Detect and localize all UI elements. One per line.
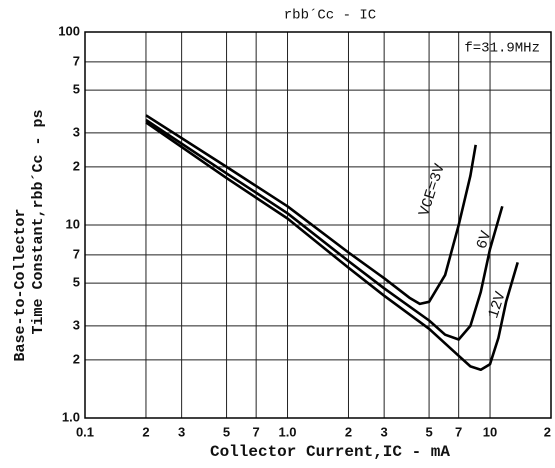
curve — [145, 114, 477, 306]
y-tick-label: 7 — [73, 246, 80, 261]
y-tick-label: 10 — [66, 216, 80, 231]
x-tick-label: 2 — [544, 424, 551, 439]
x-tick-label: 10 — [483, 424, 497, 439]
series-label: VCE=3V — [416, 162, 449, 219]
plot-frame — [84, 31, 552, 419]
y-tick-label: 7 — [73, 53, 80, 68]
x-tick-label: 3 — [178, 424, 185, 439]
y-tick-label: 3 — [73, 124, 80, 139]
x-axis-label: Collector Current,IC - mA — [210, 443, 450, 461]
y-tick-label: 5 — [73, 275, 80, 290]
x-tick-label: 0.1 — [76, 424, 94, 439]
y-tick-label: 2 — [73, 351, 80, 366]
x-tick-label: 1.0 — [278, 424, 296, 439]
curve — [145, 121, 519, 371]
x-tick-label: 7 — [455, 424, 462, 439]
x-tick-label: 5 — [425, 424, 432, 439]
series-label: 12V — [485, 290, 510, 321]
y-tick-label: 1.0 — [62, 409, 80, 424]
y-axis-label: Time Constant,rbb´Cc - ps — [30, 109, 47, 334]
y-tick-label: 3 — [73, 317, 80, 332]
x-tick-label: 2 — [345, 424, 352, 439]
curve — [145, 118, 504, 341]
y-axis-label: Base-to-Collector — [12, 208, 29, 361]
x-tick-label: 5 — [223, 424, 230, 439]
x-tick-label: 7 — [253, 424, 260, 439]
annotation: f=31.9MHz — [464, 41, 540, 57]
y-tick-label: 2 — [73, 158, 80, 173]
y-tick-label: 100 — [58, 23, 80, 38]
chart-title: rbb´Cc - IC — [284, 8, 376, 24]
x-tick-label: 2 — [142, 424, 149, 439]
series-label: 6V — [474, 229, 496, 251]
y-tick-label: 5 — [73, 82, 80, 97]
x-tick-label: 3 — [381, 424, 388, 439]
